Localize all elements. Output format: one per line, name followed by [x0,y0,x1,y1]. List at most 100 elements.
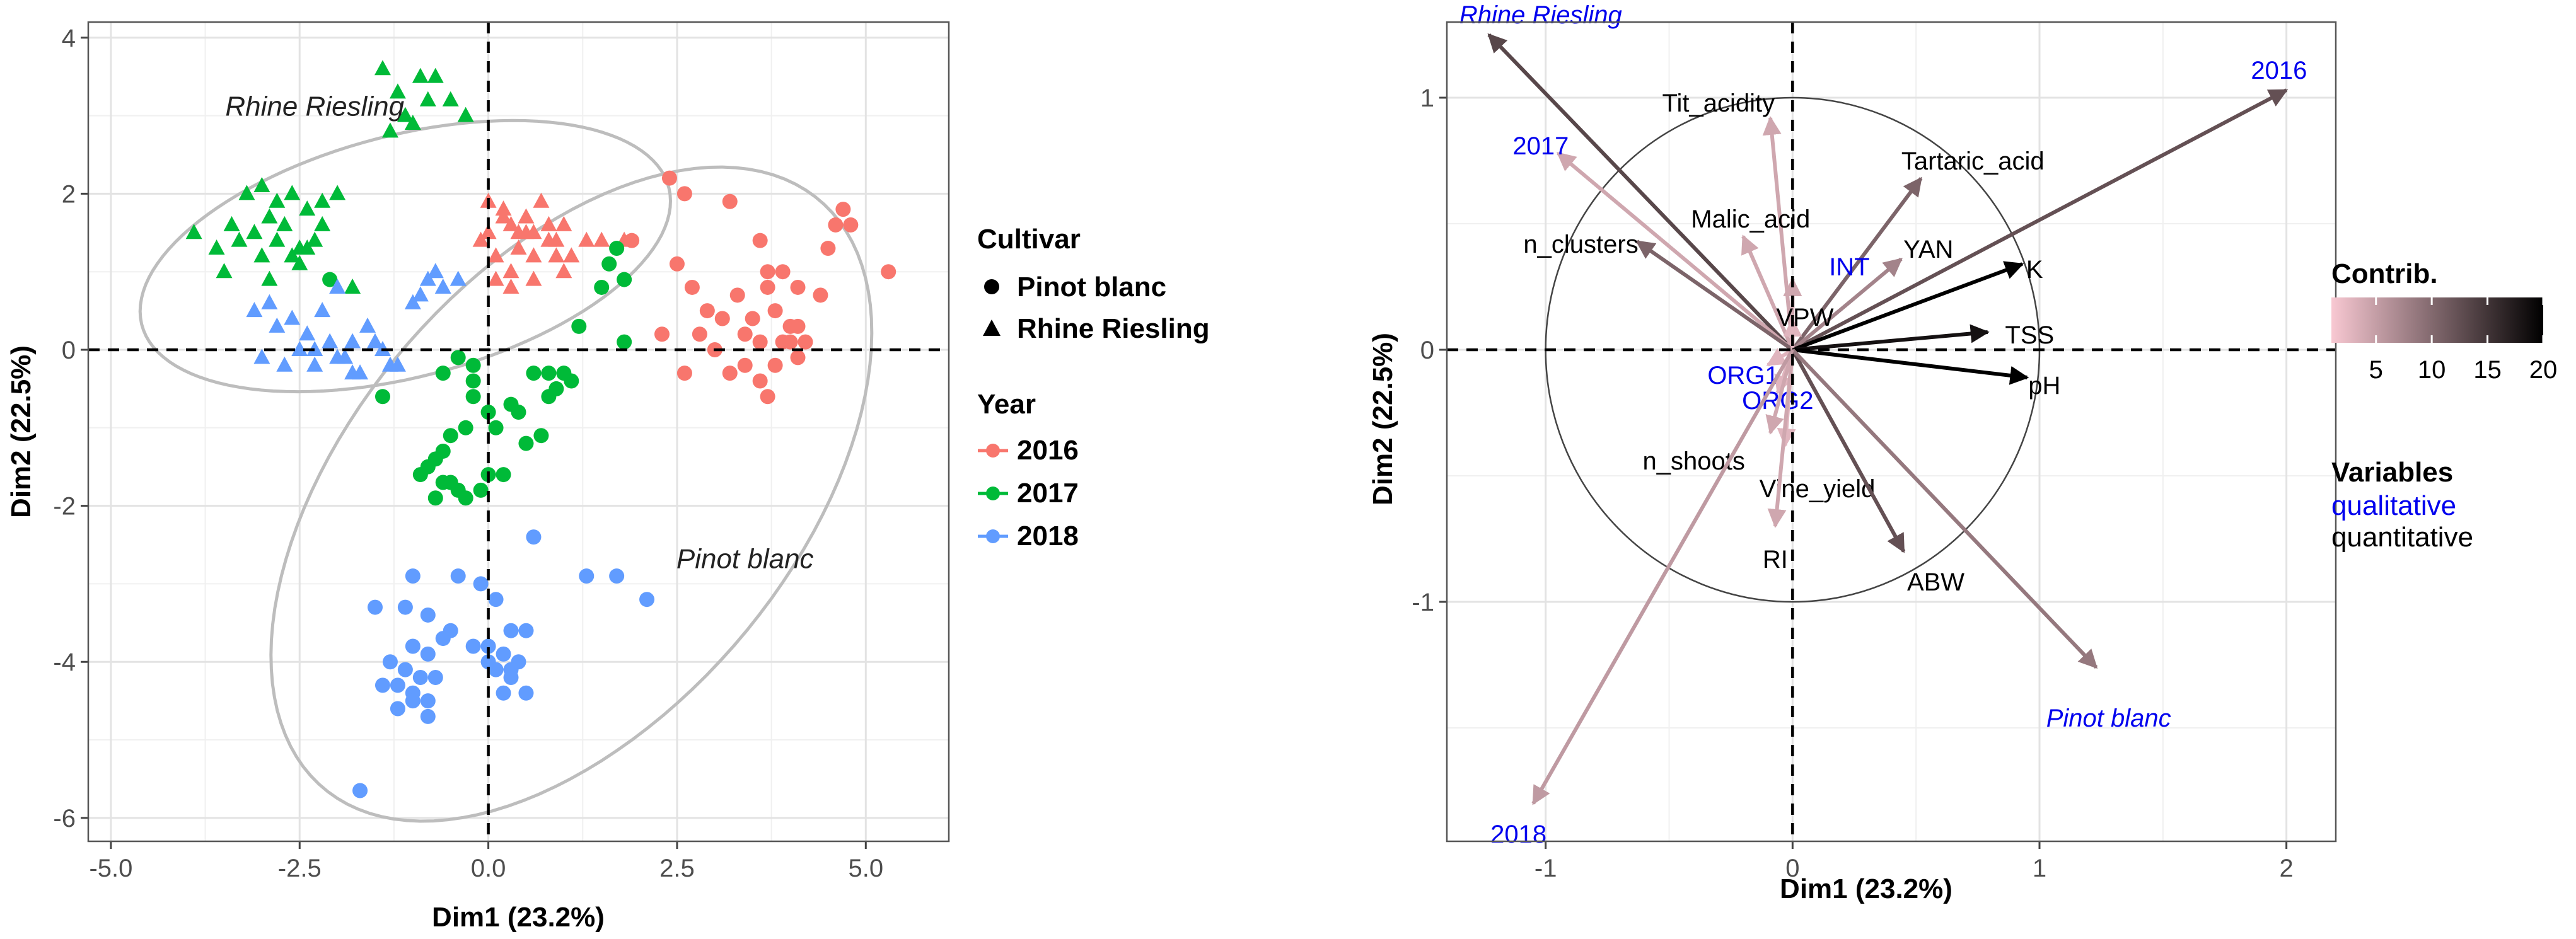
right-y-tick-label: -1 [1412,589,1434,616]
point-2018-pinot-blanc [427,670,443,685]
point-2016-pinot-blanc [722,366,738,381]
point-2016-pinot-blanc [881,264,896,280]
point-2016-pinot-blanc [813,287,828,303]
point-2017-rhine-riesling [284,185,301,200]
point-2017-pinot-blanc [450,350,466,366]
arrow-label: pH [2028,372,2060,400]
point-2017-rhine-riesling [381,122,398,138]
point-2018-pinot-blanc [420,708,436,724]
point-2017-rhine-riesling [253,177,270,192]
point-2016-rhine-riesling [525,270,542,286]
year-legend-2016: 2016 [1017,435,1079,466]
point-2016-rhine-riesling [472,231,489,247]
point-2016-rhine-riesling [502,216,519,231]
cultivar-legend-title: Cultivar [977,224,1081,255]
arrow-org1 [1766,348,1794,367]
point-2016-pinot-blanc [676,366,692,381]
point-2016-pinot-blanc [782,334,798,350]
contrib-gradient-bar [2331,297,2543,343]
arrow-rhine-riesling [1487,33,1794,352]
point-2017-pinot-blanc [526,366,542,381]
point-2018-pinot-blanc [390,701,405,717]
point-2017-pinot-blanc [465,373,481,389]
point-2017-rhine-riesling [231,231,248,247]
point-2017-pinot-blanc [541,389,557,405]
point-2017-pinot-blanc [488,420,504,435]
left-points [185,60,896,798]
point-2018-rhine-riesling [269,317,286,333]
point-2017-pinot-blanc [443,428,458,444]
arrow-abw [1790,349,1906,553]
point-2018-pinot-blanc [488,592,504,608]
point-2016-pinot-blanc [737,326,753,342]
point-2018-pinot-blanc [420,646,436,662]
point-2017-rhine-riesling [291,255,308,270]
point-2017-rhine-riesling [261,208,278,224]
point-2018-pinot-blanc [450,568,466,584]
point-2016-pinot-blanc [767,303,783,319]
arrow-pinot-blanc [1791,348,2098,669]
point-2017-rhine-riesling [269,192,286,208]
point-2016-pinot-blanc [790,279,806,295]
point-2016-pinot-blanc [760,279,775,295]
point-2017-rhine-riesling [246,224,263,239]
point-2018-pinot-blanc [397,662,413,677]
arrow-label: VPW [1776,304,1833,331]
point-2017-pinot-blanc [412,467,428,483]
point-2017-pinot-blanc [533,428,549,444]
point-2017-rhine-riesling [276,216,293,231]
point-2017-pinot-blanc [594,279,610,295]
point-2017-rhine-riesling [442,91,459,107]
point-2018-rhine-riesling [261,294,278,309]
point-2016-rhine-riesling [548,231,565,247]
left-x-tick-label: -5.0 [89,855,132,882]
point-2016-pinot-blanc [790,350,806,366]
point-2018-pinot-blanc [368,599,383,615]
arrow-2016 [1791,88,2289,352]
year-2018-swatch [978,529,1008,543]
contrib-tick-label: 15 [2473,356,2502,384]
left-y-tick-label: 0 [62,337,76,364]
point-2016-pinot-blanc [843,217,859,233]
arrow-ri [1767,349,1795,528]
point-2016-pinot-blanc [752,334,768,350]
right-axes: -1 0 1 2 -1 0 1 [1412,22,2336,882]
arrow-label: 2018 [1490,821,1546,848]
point-2018-pinot-blanc [352,783,368,798]
left-grid [88,22,949,841]
point-2017-rhine-riesling [397,107,414,122]
point-2018-rhine-riesling [359,317,376,333]
variables-biplot-chart: Rhine Riesling 2016 Tit_acidity 2017 Tartari… [1367,1,2337,904]
point-2018-pinot-blanc [405,693,421,709]
point-2018-rhine-riesling [329,278,346,294]
right-plot-border [1446,21,2337,843]
arrow-label: K [2026,256,2043,284]
point-2018-rhine-riesling [434,278,451,294]
left-x-tick-label: 5.0 [848,855,883,882]
point-2016-rhine-riesling [525,247,542,263]
point-2016-rhine-riesling [555,263,572,279]
point-2018-pinot-blanc [405,638,421,654]
arrow-2018 [1531,349,1794,805]
point-2017-pinot-blanc [571,318,587,334]
point-2017-rhine-riesling [238,185,255,200]
point-2017-rhine-riesling [299,200,316,216]
point-2018-rhine-riesling [314,302,331,318]
point-2016-pinot-blanc [722,193,738,209]
arrow-label: ORG1 [1707,362,1778,389]
point-2017-pinot-blanc [518,435,534,451]
contrib-ticks: 5 10 15 20 [2369,297,2557,384]
point-2018-pinot-blanc [390,677,405,693]
point-2016-pinot-blanc [714,311,730,326]
point-2018-rhine-riesling [322,333,339,349]
point-2016-rhine-riesling [487,247,504,263]
point-2016-pinot-blanc [752,233,768,248]
point-2017-rhine-riesling [223,216,240,231]
point-2018-rhine-riesling [450,270,467,286]
point-2018-pinot-blanc [374,677,390,693]
point-2018-pinot-blanc [579,568,595,584]
left-x-tick-label: 2.5 [659,855,695,882]
point-2017-pinot-blanc [374,389,390,405]
point-2018-pinot-blanc [435,631,451,647]
point-2018-rhine-riesling [404,294,421,309]
